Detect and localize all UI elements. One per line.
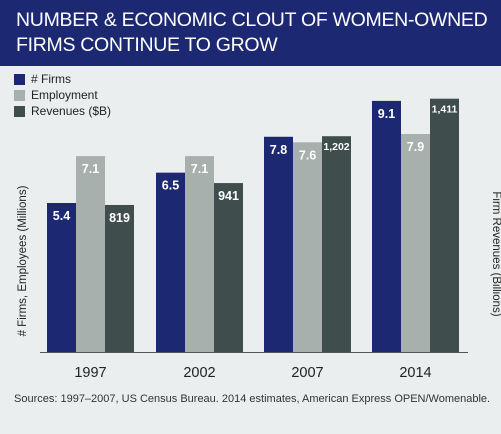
bar-firms-2007 xyxy=(264,136,293,352)
bar-revenues-2002 xyxy=(214,183,243,352)
bar-revenues-2014 xyxy=(430,98,459,352)
bar-firms-2002 xyxy=(156,172,185,352)
x-tick-label-2014: 2014 xyxy=(399,365,431,381)
data-label-firms-2014: 9.1 xyxy=(378,107,395,121)
source-note: Sources: 1997–2007, US Census Bureau. 20… xyxy=(14,393,491,405)
bar-employment-2002 xyxy=(185,156,214,352)
x-tick-label-2007: 2007 xyxy=(291,365,323,381)
data-label-firms-2007: 7.8 xyxy=(270,143,287,157)
data-label-employment-2014: 7.9 xyxy=(407,140,424,154)
bar-revenues-2007 xyxy=(322,136,351,352)
data-label-revenues-2002: 941 xyxy=(218,189,239,203)
bar-firms-1997 xyxy=(47,203,76,352)
bar-revenues-1997 xyxy=(105,204,134,352)
data-label-revenues-2014: 1,411 xyxy=(432,104,458,116)
data-label-firms-1997: 5.4 xyxy=(53,209,70,223)
x-tick-label-2002: 2002 xyxy=(183,365,215,381)
data-label-employment-2007: 7.6 xyxy=(299,148,316,162)
legend-swatch-firms xyxy=(14,74,25,85)
bar-employment-2007 xyxy=(293,142,322,352)
legend-label-firms: # Firms xyxy=(31,72,71,86)
bar-employment-1997 xyxy=(76,156,105,352)
legend-swatch-employment xyxy=(14,90,25,101)
chart-title: NUMBER & ECONOMIC CLOUT OF WOMEN-OWNED F… xyxy=(16,9,488,56)
bar-firms-2014 xyxy=(372,100,401,352)
data-label-employment-2002: 7.1 xyxy=(191,162,208,176)
data-label-employment-1997: 7.1 xyxy=(82,162,99,176)
title-banner: NUMBER & ECONOMIC CLOUT OF WOMEN-OWNED F… xyxy=(0,0,501,66)
legend-swatch-revenues xyxy=(14,106,25,117)
y-axis-label-right: Firm Revenues (Billions) xyxy=(490,191,501,317)
data-label-firms-2002: 6.5 xyxy=(162,179,179,193)
legend-label-revenues: Revenues ($B) xyxy=(31,104,112,118)
legend-label-employment: Employment xyxy=(31,88,98,102)
data-label-revenues-1997: 819 xyxy=(109,211,130,225)
bar-employment-2014 xyxy=(401,134,430,352)
x-tick-label-1997: 1997 xyxy=(74,365,106,381)
data-label-revenues-2007: 1,202 xyxy=(323,141,349,153)
y-axis-label-left: # Firms, Employees (Millions) xyxy=(17,185,29,337)
